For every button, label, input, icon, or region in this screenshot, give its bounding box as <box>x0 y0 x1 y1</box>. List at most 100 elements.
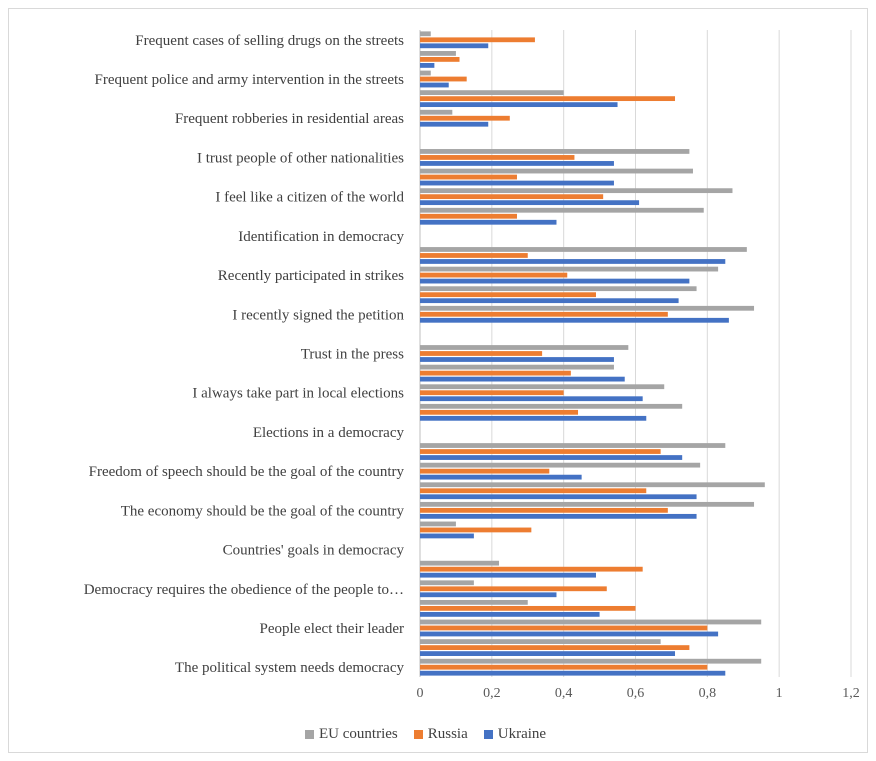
bar-ukraine <box>420 357 614 362</box>
bar-russia <box>420 253 528 258</box>
bar-russia <box>420 351 543 356</box>
bar-ukraine <box>420 592 557 598</box>
x-tick-label: 1,2 <box>842 686 860 701</box>
bar-eu-countries <box>420 560 500 566</box>
bar-ukraine <box>420 43 489 49</box>
legend-item-ukraine: Ukraine <box>483 726 547 743</box>
bar-russia <box>420 155 575 160</box>
bar-eu-countries <box>420 580 474 586</box>
bar-ukraine <box>420 494 697 500</box>
bar-eu-countries <box>420 599 528 605</box>
bar-russia <box>420 566 643 572</box>
category-label: I always take part in local elections <box>192 386 404 402</box>
bar-russia <box>420 174 517 180</box>
bar-russia <box>420 57 460 62</box>
legend-item-eu: EU countries <box>305 726 398 743</box>
bar-eu-countries <box>420 31 431 37</box>
legend-swatch-ukraine <box>483 730 493 739</box>
bar-russia <box>420 664 708 670</box>
bar-ukraine <box>420 121 489 127</box>
bar-eu-countries <box>420 639 661 644</box>
category-label: Identification in democracy <box>238 229 404 245</box>
bar-eu-countries <box>420 188 733 194</box>
category-label: The political system needs democracy <box>175 660 405 676</box>
bar-russia <box>420 272 568 278</box>
bar-ukraine <box>420 200 640 206</box>
bar-russia <box>420 76 467 82</box>
bar-eu-countries <box>420 384 665 390</box>
bar-ukraine <box>420 415 647 421</box>
bar-russia <box>420 292 596 298</box>
bar-russia <box>420 115 510 121</box>
bar-ukraine <box>420 533 474 539</box>
bar-eu-countries <box>420 501 755 507</box>
bar-russia <box>420 527 532 533</box>
bar-eu-countries <box>420 658 762 664</box>
bar-eu-countries <box>420 51 456 56</box>
bar-ukraine <box>420 396 643 402</box>
legend-label-ukraine: Ukraine <box>497 726 547 742</box>
bar-russia <box>420 645 690 650</box>
legend-swatch-eu <box>305 730 314 739</box>
bar-russia <box>420 37 535 43</box>
bar-ukraine <box>420 670 726 676</box>
bar-russia <box>420 625 708 631</box>
legend-label-eu: EU countries <box>319 726 398 742</box>
bar-eu-countries <box>420 443 726 448</box>
bar-eu-countries <box>420 364 614 370</box>
bar-russia <box>420 468 550 474</box>
category-label: Freedom of speech should be the goal of … <box>89 464 405 480</box>
x-tick-label: 0,8 <box>699 686 717 701</box>
bar-ukraine <box>420 474 582 480</box>
bar-russia <box>420 488 647 494</box>
bar-russia <box>420 96 676 102</box>
bar-russia <box>420 409 579 415</box>
bar-russia <box>420 449 661 454</box>
bar-russia <box>420 605 636 611</box>
bar-eu-countries <box>420 286 697 292</box>
bar-russia <box>420 370 571 376</box>
category-label: Democracy requires the obedience of the … <box>84 582 404 598</box>
category-label: I trust people of other nationalities <box>197 150 404 166</box>
bar-eu-countries <box>420 403 683 409</box>
bar-ukraine <box>420 63 435 68</box>
bar-ukraine <box>420 513 697 519</box>
x-tick-label: 1 <box>776 686 783 701</box>
bar-russia <box>420 586 607 592</box>
category-label: I recently signed the petition <box>232 307 404 323</box>
bar-ukraine <box>420 611 600 617</box>
bar-ukraine <box>420 572 596 578</box>
x-tick-label: 0,6 <box>627 686 645 701</box>
bar-eu-countries <box>420 482 765 488</box>
bar-ukraine <box>420 631 719 637</box>
bar-eu-countries <box>420 521 456 527</box>
bar-eu-countries <box>420 305 755 311</box>
legend-label-russia: Russia <box>427 726 468 742</box>
bar-ukraine <box>420 317 729 323</box>
bar-ukraine <box>420 278 690 284</box>
bar-russia <box>420 507 668 513</box>
category-label: Frequent police and army intervention in… <box>95 72 405 88</box>
x-tick-label: 0,4 <box>555 686 573 701</box>
category-label: Frequent robberies in residential areas <box>175 111 404 127</box>
bar-ukraine <box>420 219 557 225</box>
bar-ukraine <box>420 455 683 460</box>
category-label: Countries' goals in democracy <box>223 543 405 559</box>
bar-eu-countries <box>420 207 704 213</box>
bar-eu-countries <box>420 149 690 154</box>
bar-russia <box>420 311 668 317</box>
category-label: The economy should be the goal of the co… <box>121 503 405 519</box>
bar-ukraine <box>420 102 618 108</box>
bar-ukraine <box>420 651 676 656</box>
bar-russia <box>420 194 604 200</box>
bar-russia <box>420 213 517 219</box>
bar-eu-countries <box>420 266 719 272</box>
bar-eu-countries <box>420 70 431 76</box>
legend-item-russia: Russia <box>413 726 468 743</box>
x-tick-label: 0 <box>417 686 424 701</box>
bar-ukraine <box>420 180 614 186</box>
bar-ukraine <box>420 259 726 264</box>
bar-ukraine <box>420 376 625 382</box>
bar-eu-countries <box>420 168 693 174</box>
